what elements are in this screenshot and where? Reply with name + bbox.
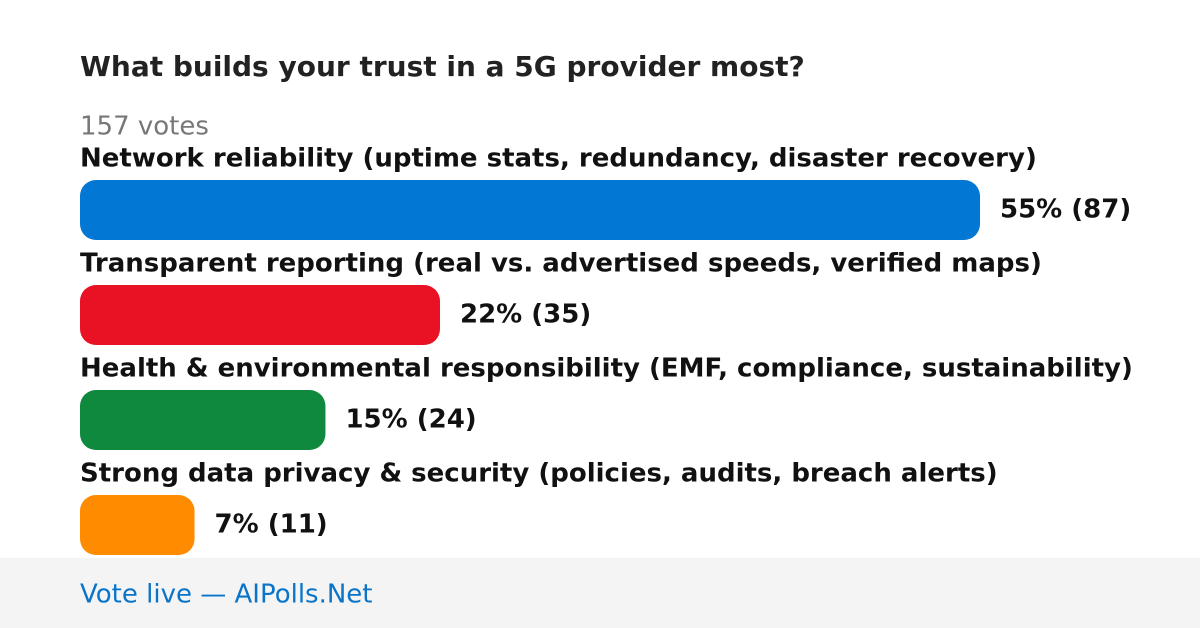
- option-label: Transparent reporting (real vs. advertis…: [80, 249, 1042, 279]
- bar: [80, 495, 195, 555]
- option-label: Health & environmental responsibility (E…: [80, 354, 1133, 384]
- option-label: Strong data privacy & security (policies…: [80, 459, 998, 489]
- footer-band: [0, 558, 1200, 628]
- value-label: 15% (24): [345, 405, 476, 435]
- vote-count: 157 votes: [80, 112, 209, 142]
- option-label: Network reliability (uptime stats, redun…: [80, 144, 1037, 174]
- footer-link[interactable]: Vote live — AIPolls.Net: [80, 580, 373, 610]
- bar: [80, 390, 326, 450]
- bar: [80, 180, 980, 240]
- value-label: 55% (87): [1000, 195, 1131, 225]
- value-label: 7% (11): [215, 510, 328, 540]
- value-label: 22% (35): [460, 300, 591, 330]
- chart-title: What builds your trust in a 5G provider …: [80, 50, 805, 83]
- bar: [80, 285, 440, 345]
